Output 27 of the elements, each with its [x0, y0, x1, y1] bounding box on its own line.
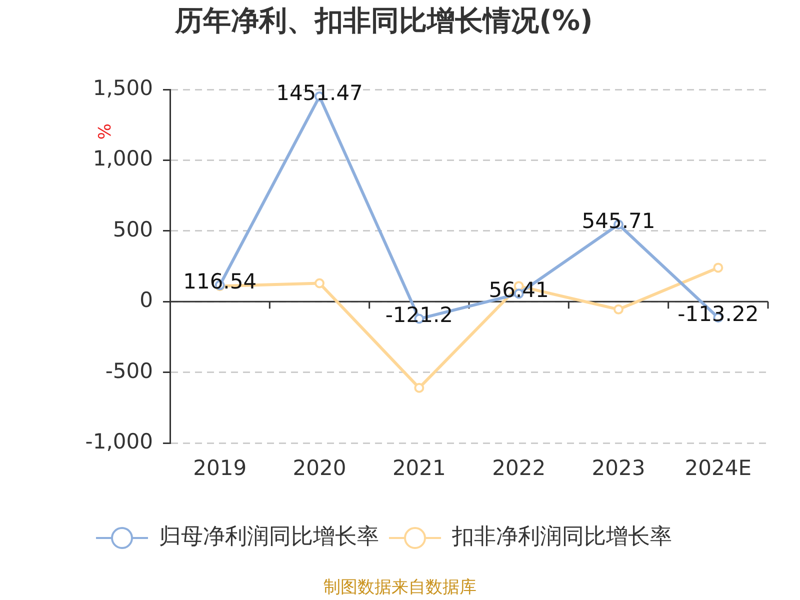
data-label: 56.41	[488, 278, 549, 302]
x-tick-label: 2021	[392, 456, 446, 480]
data-label: 116.54	[183, 270, 257, 294]
data-label: 1451.47	[276, 80, 363, 105]
y-tick-label: 0	[140, 288, 153, 312]
y-tick-label: -1,000	[85, 429, 153, 454]
y-tick-label: 1,000	[92, 146, 153, 171]
x-tick-label: 2020	[292, 456, 346, 480]
legend-label: 扣非净利润同比增长率	[451, 524, 672, 550]
point	[414, 382, 424, 393]
x-tick-label: 2022	[492, 456, 546, 480]
point	[614, 304, 624, 314]
y-axis-title: %	[95, 124, 116, 140]
y-tick-label: 1,500	[92, 76, 153, 100]
data-label: -121.2	[385, 303, 454, 328]
point	[314, 278, 324, 288]
y-tick-label: 500	[112, 217, 153, 242]
data-label: -113.22	[678, 302, 759, 326]
text: 制图数据来自数据库	[324, 577, 476, 598]
legend-label: 归母净利润同比增长率	[159, 524, 379, 550]
data-label: 545.71	[582, 208, 656, 233]
chart-title: 历年净利、扣非同比增长情况(%)	[174, 4, 593, 38]
point	[713, 262, 724, 273]
x-tick-label: 2023	[592, 456, 646, 480]
x-tick-label: 2024E	[684, 456, 752, 480]
y-tick-label: -500	[105, 358, 153, 383]
x-tick-label: 2019	[193, 456, 247, 480]
